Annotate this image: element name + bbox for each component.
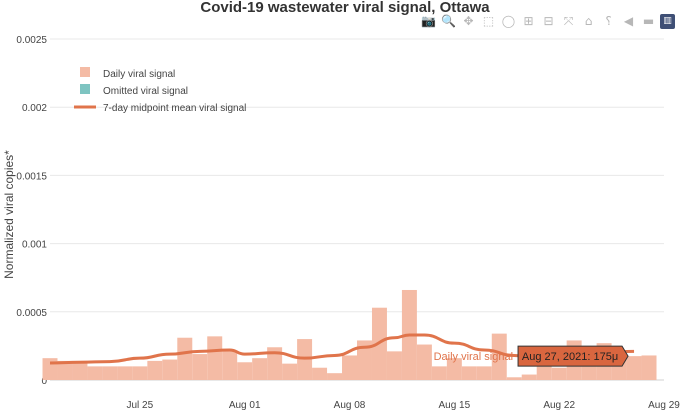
x-tick-label: Aug 15 [438,400,470,411]
bar-daily-viral-signal[interactable] [147,360,163,380]
legend-swatch [80,67,90,77]
legend-label: Daily viral signal [103,69,175,80]
bar-daily-viral-signal[interactable] [506,377,522,380]
bar-daily-viral-signal[interactable] [386,351,402,380]
y-tick-label: 0 [41,376,47,387]
bar-daily-viral-signal[interactable] [416,344,432,380]
box-select-icon[interactable]: ⬚ [482,14,495,28]
bar-daily-viral-signal[interactable] [207,336,223,380]
camera-icon[interactable]: 📷 [421,14,436,28]
x-tick-label: Aug 22 [543,400,575,411]
bar-daily-viral-signal[interactable] [162,359,178,380]
bar-daily-viral-signal[interactable] [641,355,657,380]
bar-daily-viral-signal[interactable] [282,363,298,380]
bar-daily-viral-signal[interactable] [626,356,642,380]
hover-tooltip [517,345,629,367]
bar-daily-viral-signal[interactable] [237,362,253,380]
bar-daily-viral-signal[interactable] [177,337,193,380]
bar-daily-viral-signal[interactable] [117,366,133,380]
bar-daily-viral-signal[interactable] [267,347,283,380]
bar-daily-viral-signal[interactable] [57,360,73,380]
hover-tooltip-text: Aug 27, 2021: 175μ [522,351,618,363]
hover-compare-icon[interactable]: ▬ [642,14,655,28]
bar-daily-viral-signal[interactable] [252,358,268,380]
legend-label: Omitted viral signal [103,86,188,97]
y-tick-label: 0.001 [22,240,47,251]
bar-daily-viral-signal[interactable] [312,367,328,380]
hover-series-label: Daily viral signal [434,351,513,363]
y-tick-label: 0.0015 [16,171,47,182]
zoom-icon[interactable]: 🔍 [441,14,456,28]
bar-daily-viral-signal[interactable] [446,358,462,380]
y-axis-title: Normalized viral copies* [2,150,16,279]
x-tick-label: Aug 01 [229,400,261,411]
pan-icon[interactable]: ✥ [463,14,474,28]
bar-daily-viral-signal[interactable] [192,354,208,380]
bar-daily-viral-signal[interactable] [491,333,507,380]
legend-swatch [80,84,90,94]
x-tick-label: Aug 08 [334,400,366,411]
x-tick-label: Jul 25 [127,400,154,411]
autoscale-icon[interactable]: ⤧ [563,13,574,28]
bar-daily-viral-signal[interactable] [431,366,447,380]
spike-lines-icon[interactable]: ⸮ [605,14,612,28]
y-tick-label: 0.0005 [16,308,47,319]
bar-daily-viral-signal[interactable] [102,366,118,380]
bar-daily-viral-signal[interactable] [222,351,238,380]
hover-closest-icon[interactable]: ◀ [623,14,634,28]
zoom-out-icon[interactable]: ⊟ [543,14,554,28]
bar-daily-viral-signal[interactable] [521,374,537,380]
bar-daily-viral-signal[interactable] [476,366,492,380]
reset-axes-icon[interactable]: ⌂ [584,14,593,28]
bar-daily-viral-signal[interactable] [342,355,357,380]
bar-daily-viral-signal[interactable] [551,367,567,380]
legend-label: 7-day midpoint mean viral signal [103,103,246,114]
zoom-in-icon[interactable]: ⊞ [523,14,534,28]
chart-title: Covid-19 wastewater viral signal, Ottawa [200,0,490,16]
bar-daily-viral-signal[interactable] [87,366,103,380]
bar-daily-viral-signal[interactable] [461,366,477,380]
bar-daily-viral-signal[interactable] [72,360,88,380]
lasso-select-icon[interactable]: ◯ [501,14,516,28]
chart-modebar: 📷 🔍 ✥ ⬚ ◯ ⊞ ⊟ ⤧ ⌂ ⸮ ◀ ▬ ▥ [420,11,675,31]
x-tick-label: Aug 29 [648,400,680,411]
y-tick-label: 0.002 [22,103,47,114]
bar-daily-viral-signal[interactable] [357,340,372,380]
bar-daily-viral-signal[interactable] [327,373,343,380]
plotly-logo-icon[interactable]: ▥ [660,13,675,29]
bar-daily-viral-signal[interactable] [132,366,148,380]
y-tick-label: 0.0025 [16,35,47,46]
